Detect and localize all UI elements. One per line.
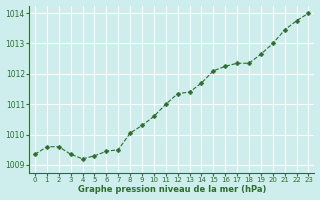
X-axis label: Graphe pression niveau de la mer (hPa): Graphe pression niveau de la mer (hPa): [77, 185, 266, 194]
